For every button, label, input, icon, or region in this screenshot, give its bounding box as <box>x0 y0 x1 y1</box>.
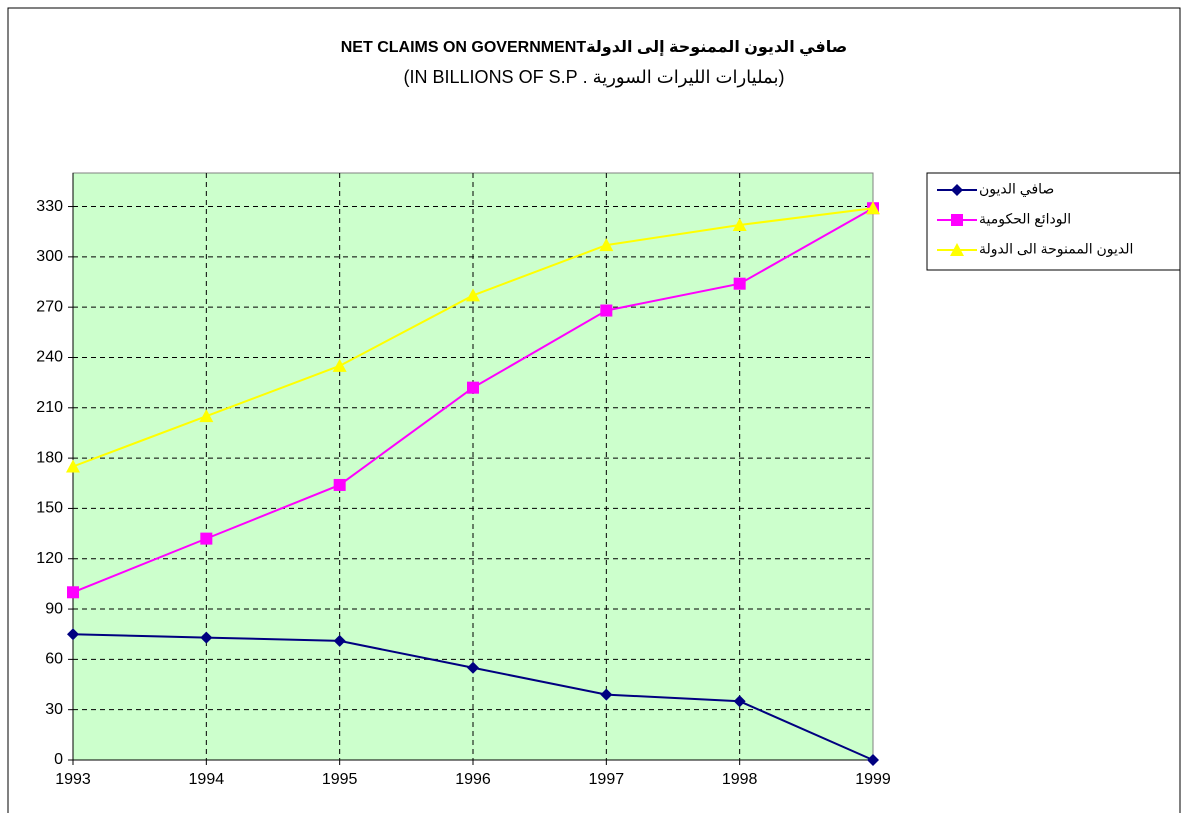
marker <box>67 586 79 599</box>
marker <box>66 459 80 473</box>
x-tick-label: 1995 <box>322 771 358 788</box>
legend-label: الديون الممنوحة الى الدولة <box>979 241 1133 258</box>
y-tick-label: 90 <box>45 600 63 617</box>
y-tick-label: 330 <box>36 198 63 215</box>
marker <box>867 754 879 766</box>
y-tick-label: 30 <box>45 701 63 718</box>
marker <box>951 184 963 196</box>
y-tick-label: 270 <box>36 298 63 315</box>
marker <box>199 409 214 423</box>
marker <box>67 628 79 641</box>
marker <box>733 277 746 290</box>
marker <box>467 381 479 394</box>
legend-label: الودائع الحكومية <box>979 211 1071 228</box>
marker <box>200 532 213 545</box>
y-tick-label: 150 <box>36 500 63 517</box>
chart-title: صافي الديون الممنوحة إلى الدولةNET CLAIM… <box>341 39 848 57</box>
marker <box>466 288 480 302</box>
marker <box>866 201 880 215</box>
x-tick-label: 1997 <box>589 771 625 788</box>
marker <box>333 634 346 647</box>
marker <box>599 238 614 252</box>
marker <box>951 214 963 226</box>
marker <box>200 631 213 644</box>
x-tick-label: 1998 <box>722 771 758 788</box>
x-tick-label: 1993 <box>55 771 91 788</box>
y-tick-label: 210 <box>36 399 63 416</box>
marker <box>733 695 746 708</box>
y-tick-label: 240 <box>36 349 63 366</box>
marker <box>950 243 964 256</box>
x-tick-label: 1999 <box>855 771 891 788</box>
y-tick-label: 300 <box>36 248 63 265</box>
marker <box>732 217 747 231</box>
x-tick-label: 1996 <box>455 771 491 788</box>
marker <box>600 688 613 701</box>
legend-label: صافي الديون <box>979 181 1054 198</box>
x-tick-label: 1994 <box>189 771 225 788</box>
marker <box>600 304 613 317</box>
marker <box>333 478 346 491</box>
legend: صافي الديون الودائع الحكومية الديون الممنو… <box>926 172 1181 271</box>
y-tick-label: 60 <box>45 651 63 668</box>
marker <box>467 661 479 674</box>
y-tick-label: 180 <box>36 449 63 466</box>
chart-subtitle: (بمليارات الليرات السورية . IN BILLIONS … <box>404 67 785 88</box>
y-tick-label: 0 <box>54 751 63 768</box>
marker <box>332 358 347 372</box>
y-tick-label: 120 <box>36 550 63 567</box>
